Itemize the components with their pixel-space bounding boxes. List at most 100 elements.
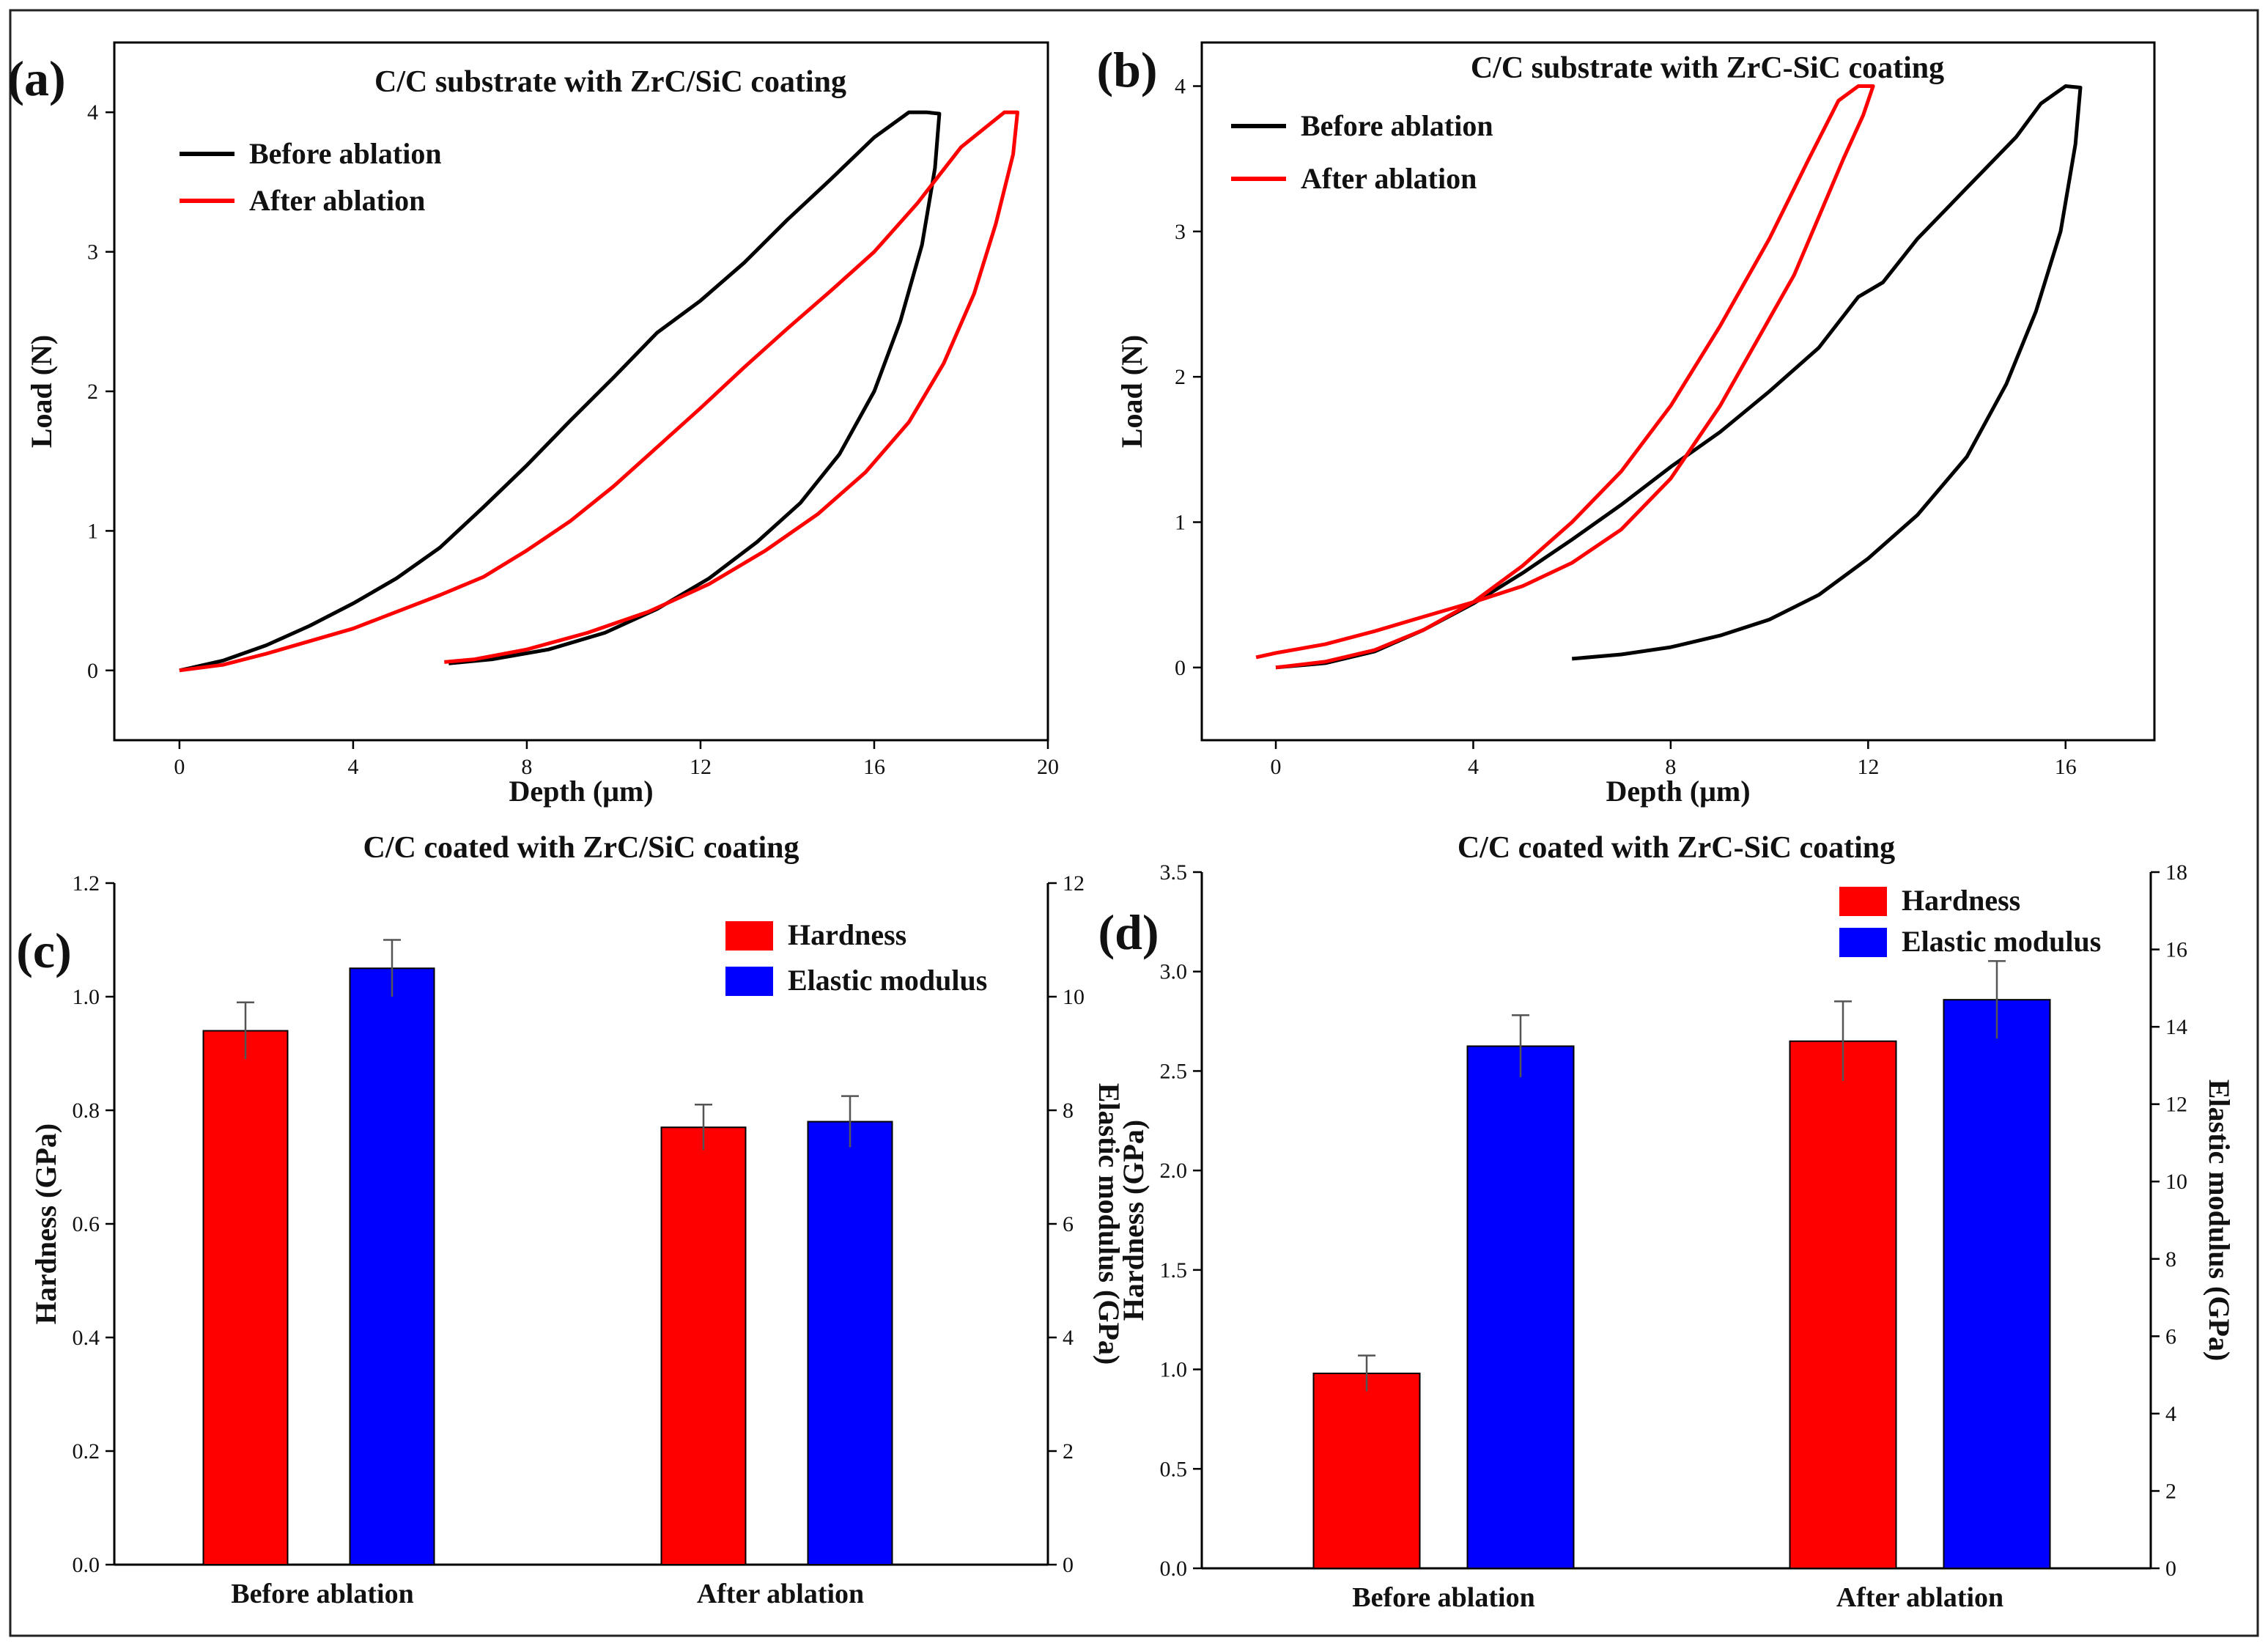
panel-label: (c) [16, 923, 71, 978]
y2-tick-label: 8 [2165, 1247, 2176, 1272]
y2-tick-label: 4 [1063, 1326, 1074, 1350]
legend-entry: Before ablation [249, 137, 442, 170]
x-tick-label: 12 [690, 755, 712, 779]
bar-elastic-modulus [1943, 999, 2051, 1569]
x-tick-label: 16 [863, 755, 885, 779]
legend-entry: After ablation [249, 184, 425, 217]
y2-tick-label: 18 [2165, 860, 2187, 885]
y-tick-label: 1.2 [73, 871, 100, 896]
panel-label: (a) [7, 51, 65, 106]
chart-title: C/C substrate with ZrC-SiC coating [1471, 51, 1944, 85]
y-tick-label: 0.6 [73, 1212, 100, 1236]
legend-entry: Hardness [788, 918, 906, 951]
x-tick-label: 16 [2055, 755, 2077, 779]
y2-tick-label: 4 [2165, 1402, 2176, 1426]
y-axis-label: Load (N) [1115, 335, 1148, 448]
panel-label: (b) [1096, 42, 1157, 97]
y-tick-label: 2 [87, 380, 98, 404]
x-tick-label: 8 [1665, 755, 1676, 779]
x-tick-label: 20 [1037, 755, 1059, 779]
y2-axis-label: Elastic modulus (GPa) [1093, 1083, 1126, 1365]
category-label: Before ablation [1352, 1582, 1534, 1613]
y-tick-label: 1 [1175, 511, 1186, 535]
y-axis-label: Hardness (GPa) [1117, 1120, 1150, 1321]
y-tick-label: 0.5 [1160, 1457, 1188, 1481]
y-tick-label: 1.0 [1160, 1358, 1188, 1382]
x-tick-label: 0 [174, 755, 185, 779]
y-tick-label: 0 [1175, 656, 1186, 680]
y2-tick-label: 2 [2165, 1479, 2176, 1503]
series-line-after-ablation [1255, 84, 1875, 670]
y-tick-label: 1 [87, 519, 98, 543]
legend-swatch [1839, 928, 1887, 957]
y2-tick-label: 10 [2165, 1170, 2187, 1194]
y2-tick-label: 2 [1063, 1439, 1074, 1464]
y2-tick-label: 8 [1063, 1099, 1074, 1123]
legend-entry: After ablation [1301, 162, 1477, 195]
y-tick-label: 4 [1175, 75, 1186, 99]
y-axis-label: Load (N) [25, 335, 58, 448]
y-tick-label: 3.5 [1160, 860, 1188, 885]
plot-frame-b [1200, 41, 2156, 742]
legend-entry: Elastic modulus [1902, 925, 2101, 958]
y-tick-label: 0 [87, 659, 98, 683]
legend-entry: Elastic modulus [788, 964, 987, 997]
y-tick-label: 0.8 [73, 1099, 100, 1123]
x-axis-label: Depth (μm) [509, 775, 653, 808]
y-axis-label: Hardness (GPa) [29, 1123, 62, 1324]
x-tick-label: 0 [1271, 755, 1282, 779]
y-tick-label: 3.0 [1160, 960, 1188, 984]
x-tick-label: 8 [521, 755, 532, 779]
chart-title: C/C substrate with ZrC/SiC coating [374, 65, 846, 99]
y2-tick-label: 0 [1063, 1553, 1074, 1577]
y2-tick-label: 6 [1063, 1212, 1074, 1236]
y-tick-label: 1.5 [1160, 1258, 1188, 1283]
bar-hardness [660, 1126, 747, 1565]
y-tick-label: 0.0 [73, 1553, 100, 1577]
category-label: After ablation [697, 1579, 864, 1609]
series-line-before-ablation [1275, 84, 2083, 670]
y2-tick-label: 6 [2165, 1324, 2176, 1348]
y2-tick-label: 16 [2165, 938, 2187, 962]
y2-axis-label: Elastic modulus (GPa) [2203, 1080, 2236, 1361]
y-tick-label: 0.0 [1160, 1557, 1188, 1581]
bar-hardness [202, 1030, 289, 1565]
y2-tick-label: 12 [2165, 1093, 2187, 1117]
legend-swatch [725, 921, 773, 951]
panel-label: (d) [1098, 904, 1159, 960]
y2-tick-label: 10 [1063, 985, 1085, 1009]
bar-hardness [1312, 1373, 1421, 1569]
y-tick-label: 2.5 [1160, 1059, 1188, 1083]
chart-title: C/C coated with ZrC/SiC coating [363, 831, 799, 865]
bar-hardness [1789, 1040, 1897, 1569]
y-tick-label: 4 [87, 100, 98, 125]
x-axis-label: Depth (μm) [1606, 775, 1750, 808]
category-label: After ablation [1836, 1582, 2003, 1613]
y2-tick-label: 0 [2165, 1557, 2176, 1581]
y-tick-label: 0.4 [73, 1326, 100, 1350]
bar-elastic-modulus [807, 1121, 893, 1565]
figure-border [9, 9, 2259, 1637]
y-tick-label: 0.2 [73, 1439, 100, 1464]
y-tick-label: 3 [1175, 220, 1186, 244]
bar-elastic-modulus [1466, 1045, 1575, 1569]
chart-title: C/C coated with ZrC-SiC coating [1458, 831, 1895, 865]
bar-elastic-modulus [349, 967, 435, 1565]
y2-tick-label: 12 [1063, 871, 1085, 896]
y-tick-label: 2.0 [1160, 1159, 1188, 1183]
legend-swatch [1839, 887, 1887, 916]
legend-entry: Hardness [1902, 884, 2020, 917]
y-tick-label: 2 [1175, 365, 1186, 389]
series-line-before-ablation [179, 110, 942, 673]
y-tick-label: 1.0 [73, 985, 100, 1009]
x-tick-label: 4 [1468, 755, 1479, 779]
y2-tick-label: 14 [2165, 1015, 2187, 1039]
legend-entry: Before ablation [1301, 109, 1493, 142]
x-tick-label: 4 [347, 755, 358, 779]
x-tick-label: 12 [1857, 755, 1879, 779]
category-label: Before ablation [231, 1579, 413, 1609]
series-line-after-ablation [179, 110, 1019, 673]
legend-swatch [725, 967, 773, 996]
y-tick-label: 3 [87, 240, 98, 265]
